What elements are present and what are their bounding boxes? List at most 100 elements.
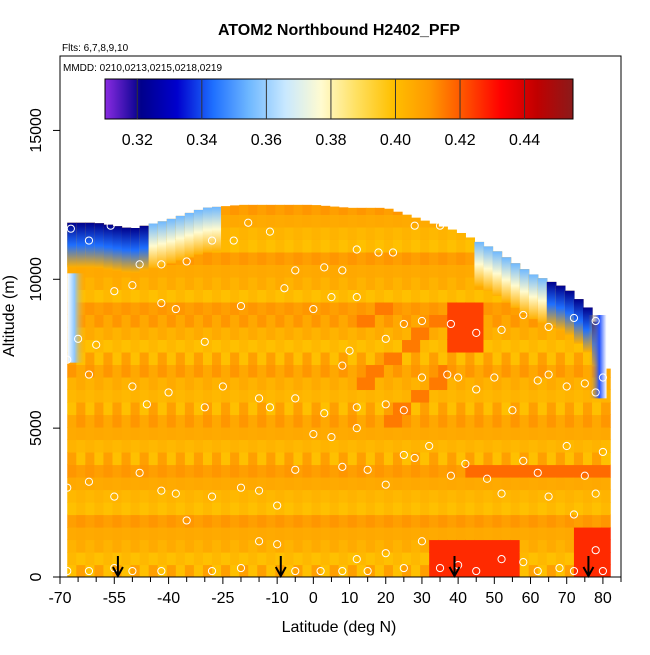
heat-cell bbox=[239, 526, 249, 541]
heat-cell bbox=[329, 339, 340, 353]
heat-cell bbox=[266, 389, 276, 403]
heat-cell bbox=[76, 414, 86, 428]
heat-cell bbox=[103, 514, 114, 528]
heat-cell bbox=[275, 314, 285, 328]
heat-cell bbox=[573, 476, 584, 491]
heat-cell bbox=[474, 539, 485, 553]
heat-cell bbox=[320, 251, 331, 265]
heat-cell bbox=[212, 251, 222, 265]
heat-cell bbox=[85, 339, 95, 353]
heat-cell bbox=[492, 514, 503, 528]
heat-cell bbox=[293, 364, 304, 378]
heat-cell bbox=[383, 376, 394, 391]
heat-cell bbox=[293, 239, 304, 253]
sample-point bbox=[454, 221, 463, 230]
heat-cell bbox=[356, 276, 367, 291]
heat-cell bbox=[157, 451, 168, 466]
heat-cell bbox=[329, 514, 340, 528]
heat-cell bbox=[501, 364, 512, 378]
sample-point bbox=[244, 218, 253, 227]
heat-cell bbox=[121, 276, 132, 291]
heat-cell bbox=[573, 451, 584, 466]
heat-cell bbox=[447, 251, 457, 265]
heat-cell bbox=[202, 439, 213, 453]
sample-point bbox=[555, 563, 564, 573]
heat-cell bbox=[184, 501, 195, 516]
heat-cell bbox=[193, 264, 204, 278]
heat-cell bbox=[257, 564, 267, 577]
heat-cell bbox=[284, 489, 295, 503]
heat-cell bbox=[528, 514, 539, 528]
heat-cell bbox=[275, 514, 285, 528]
x-tick-label: 40 bbox=[449, 590, 467, 607]
heat-cell bbox=[510, 301, 521, 316]
heat-cell bbox=[374, 564, 385, 577]
heat-cell bbox=[193, 251, 204, 265]
heat-cell bbox=[248, 439, 258, 453]
heat-cell bbox=[266, 451, 276, 466]
heat-cell bbox=[94, 314, 105, 328]
heat-cell bbox=[311, 464, 322, 478]
heat-cell bbox=[356, 239, 367, 253]
heat-cell bbox=[148, 301, 159, 316]
sample-point bbox=[352, 555, 361, 564]
heat-top-band bbox=[121, 227, 132, 273]
heat-cell bbox=[447, 464, 457, 478]
heat-cell bbox=[501, 414, 512, 428]
heat-cell bbox=[456, 476, 466, 491]
heat-cell bbox=[374, 464, 385, 478]
sample-point bbox=[157, 566, 166, 576]
heat-cell bbox=[465, 351, 476, 366]
heat-cell bbox=[492, 539, 503, 553]
heat-cell bbox=[519, 451, 530, 466]
heat-cell bbox=[582, 464, 593, 478]
heat-cell bbox=[456, 251, 466, 265]
sample-point bbox=[497, 555, 506, 564]
heat-cell bbox=[537, 414, 548, 428]
heat-cell bbox=[492, 351, 503, 366]
heat-cell bbox=[429, 401, 439, 416]
heat-cell bbox=[239, 389, 249, 403]
sample-point bbox=[309, 304, 318, 314]
heat-cell bbox=[67, 401, 77, 416]
heat-cell bbox=[329, 501, 340, 516]
sample-point bbox=[171, 304, 180, 314]
heat-cell bbox=[112, 414, 123, 428]
heat-cell bbox=[284, 551, 295, 566]
heat-cell bbox=[537, 351, 548, 366]
sample-point bbox=[591, 388, 600, 397]
heat-cell bbox=[193, 551, 204, 566]
heat-cell bbox=[573, 401, 584, 416]
sample-point bbox=[157, 260, 166, 269]
heat-cell bbox=[383, 339, 394, 353]
heat-cell bbox=[338, 501, 349, 516]
heat-cell bbox=[184, 551, 195, 566]
heat-cell bbox=[338, 414, 349, 428]
heat-cell bbox=[67, 389, 77, 403]
heat-cell bbox=[284, 476, 295, 491]
heat-top-band bbox=[157, 221, 168, 266]
heat-cell bbox=[175, 326, 186, 341]
heat-cell bbox=[555, 351, 566, 366]
heat-cell bbox=[230, 351, 240, 366]
heat-cell bbox=[139, 501, 150, 516]
heat-cell bbox=[438, 251, 448, 265]
heat-cell bbox=[501, 564, 512, 577]
heat-cell bbox=[103, 389, 114, 403]
heat-cell bbox=[112, 439, 123, 453]
heat-cell bbox=[374, 364, 385, 378]
heat-cell bbox=[184, 426, 195, 441]
heat-cell bbox=[374, 314, 385, 328]
heat-cell bbox=[293, 476, 304, 491]
heat-cell bbox=[429, 301, 439, 316]
heat-cell bbox=[438, 501, 448, 516]
heat-cell bbox=[537, 401, 548, 416]
heat-cell bbox=[184, 289, 195, 303]
heat-cell bbox=[582, 539, 593, 553]
heat-cell bbox=[492, 451, 503, 466]
heat-cell bbox=[456, 401, 466, 416]
heat-cell bbox=[320, 489, 331, 503]
heat-cell bbox=[392, 226, 403, 240]
heat-cell bbox=[94, 301, 105, 316]
heat-cell bbox=[429, 501, 439, 516]
